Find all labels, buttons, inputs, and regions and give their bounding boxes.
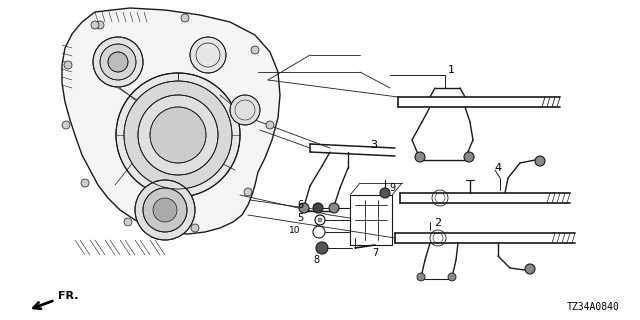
Circle shape (190, 37, 226, 73)
Circle shape (266, 121, 274, 129)
Text: TZ34A0840: TZ34A0840 (567, 302, 620, 312)
Circle shape (124, 218, 132, 226)
Text: 8: 8 (313, 255, 319, 265)
Circle shape (329, 203, 339, 213)
Circle shape (81, 179, 89, 187)
Circle shape (417, 273, 425, 281)
Text: 4: 4 (495, 163, 502, 173)
Circle shape (100, 44, 136, 80)
Circle shape (181, 14, 189, 22)
Circle shape (93, 37, 143, 87)
Circle shape (191, 224, 199, 232)
Circle shape (313, 203, 323, 213)
Circle shape (525, 264, 535, 274)
Circle shape (91, 21, 99, 29)
Circle shape (138, 95, 218, 175)
Circle shape (108, 52, 128, 72)
Bar (350, 195, 392, 245)
Circle shape (150, 107, 206, 163)
Polygon shape (62, 8, 280, 234)
Circle shape (318, 218, 322, 222)
Text: 10: 10 (289, 226, 300, 235)
Circle shape (464, 152, 474, 162)
Circle shape (535, 156, 545, 166)
Text: 7: 7 (372, 248, 378, 258)
Circle shape (244, 188, 252, 196)
Text: 6: 6 (297, 200, 303, 210)
Circle shape (299, 203, 309, 213)
Circle shape (135, 180, 195, 240)
Circle shape (153, 198, 177, 222)
Circle shape (143, 188, 187, 232)
Text: 5: 5 (297, 213, 303, 223)
Circle shape (448, 273, 456, 281)
Text: 2: 2 (434, 218, 441, 228)
Circle shape (64, 61, 72, 69)
Text: 3: 3 (370, 140, 377, 150)
Circle shape (62, 121, 70, 129)
Circle shape (251, 46, 259, 54)
Text: FR.: FR. (58, 291, 79, 301)
Circle shape (380, 188, 390, 198)
Circle shape (124, 81, 232, 189)
Circle shape (230, 95, 260, 125)
Text: 1: 1 (448, 65, 455, 75)
Circle shape (415, 152, 425, 162)
Circle shape (96, 21, 104, 29)
Circle shape (116, 73, 240, 197)
Circle shape (316, 242, 328, 254)
Text: 9: 9 (389, 183, 395, 193)
